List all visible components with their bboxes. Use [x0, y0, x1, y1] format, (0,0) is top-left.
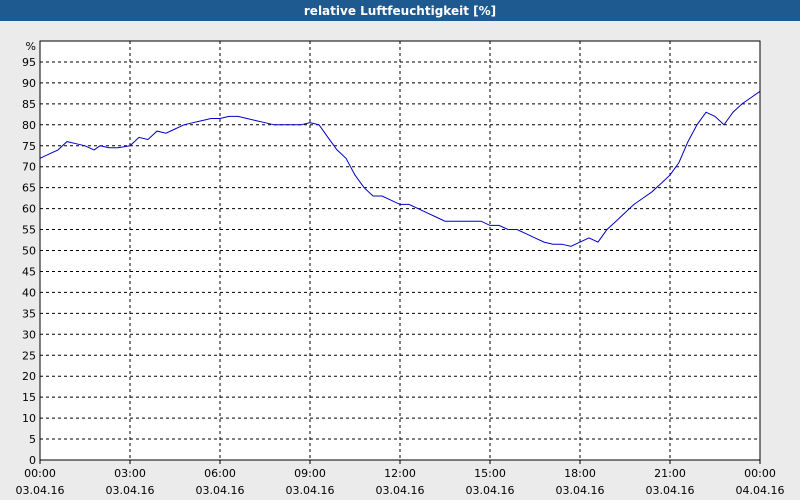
y-tick-label: 75: [22, 140, 36, 153]
x-tick-time-label: 12:00: [384, 467, 416, 480]
x-tick-time-label: 03:00: [114, 467, 146, 480]
y-tick-label: 70: [22, 161, 36, 174]
y-tick-label: 5: [29, 433, 36, 446]
y-tick-label: 10: [22, 412, 36, 425]
x-tick-date-label: 03.04.16: [16, 484, 65, 497]
y-tick-label: 55: [22, 224, 36, 237]
plot-border: [39, 40, 761, 461]
y-tick-label: 0: [29, 454, 36, 467]
x-tick-time-label: 00:00: [24, 467, 56, 480]
y-tick-label: 45: [22, 265, 36, 278]
x-tick-date-label: 03.04.16: [556, 484, 605, 497]
y-tick-label: 80: [22, 119, 36, 132]
x-tick-time-label: 06:00: [204, 467, 236, 480]
x-tick-time-label: 15:00: [474, 467, 506, 480]
x-tick-date-label: 04.04.16: [736, 484, 785, 497]
x-tick-time-label: 18:00: [564, 467, 596, 480]
y-tick-label: 90: [22, 77, 36, 90]
chart-title: relative Luftfeuchtigkeit [%]: [0, 0, 800, 21]
x-tick-time-label: 00:00: [744, 467, 776, 480]
x-tick-date-label: 03.04.16: [466, 484, 515, 497]
y-tick-label: 25: [22, 349, 36, 362]
y-tick-label: 50: [22, 245, 36, 258]
y-axis-label: %: [26, 40, 36, 53]
y-tick-label: 40: [22, 286, 36, 299]
y-tick-label: 95: [22, 56, 36, 69]
chart-area: 0 5 10 15 20 25 30 35 40 45 50 55 60 65 70 75 80 85 90 95% 0…: [0, 21, 800, 500]
x-tick-date-label: 03.04.16: [286, 484, 335, 497]
y-tick-label: 15: [22, 391, 36, 404]
y-tick-label: 20: [22, 370, 36, 383]
x-tick-date-label: 03.04.16: [106, 484, 155, 497]
y-tick-label: 60: [22, 203, 36, 216]
y-tick-label: 85: [22, 98, 36, 111]
y-tick-label: 35: [22, 307, 36, 320]
y-tick-label: 65: [22, 182, 36, 195]
x-tick-time-label: 09:00: [294, 467, 326, 480]
humidity-series-line: [39, 90, 761, 247]
x-tick-date-label: 03.04.16: [646, 484, 695, 497]
y-tick-label: 30: [22, 328, 36, 341]
x-tick-time-label: 21:00: [654, 467, 686, 480]
x-tick-date-label: 03.04.16: [196, 484, 245, 497]
humidity-chart: 0 5 10 15 20 25 30 35 40 45 50 55 60 65 70 75 80 85 90 95% 0…: [16, 40, 785, 497]
x-tick-date-label: 03.04.16: [376, 484, 425, 497]
